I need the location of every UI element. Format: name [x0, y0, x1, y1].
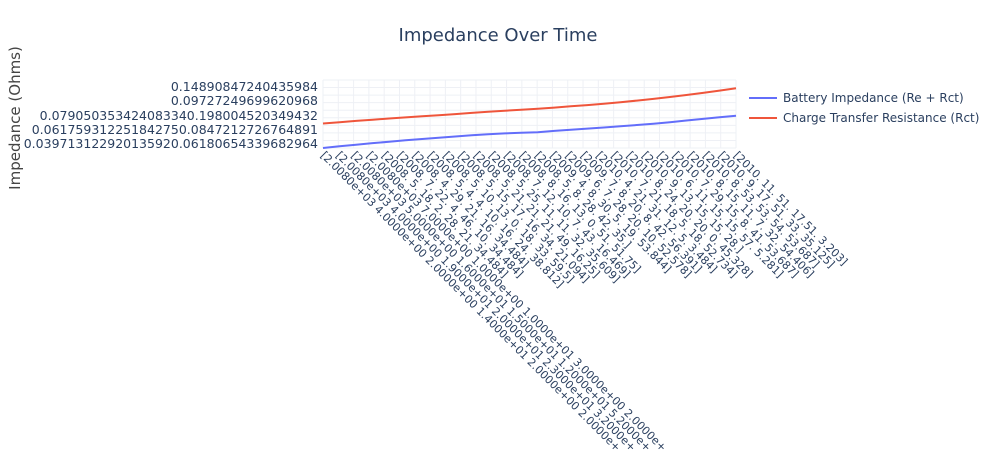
- legend-item[interactable]: Charge Transfer Resistance (Rct): [749, 111, 979, 125]
- y-tick-label: 0.039713122920135920.06180654339682964: [24, 136, 318, 151]
- y-tick-label: 0.079050353424083340.198004520349432: [40, 108, 318, 123]
- y-tick-label: 0.14890847240435984: [171, 79, 318, 94]
- series-layer: [322, 87, 737, 149]
- y-tick-label: 0.09727249699620968: [171, 93, 318, 108]
- y-tick-labels: 0.148908472404359840.097272496996209680.…: [24, 79, 318, 151]
- series-line: [322, 87, 737, 125]
- legend-label: Battery Impedance (Re + Rct): [783, 91, 964, 105]
- legend-label: Charge Transfer Resistance (Rct): [783, 111, 979, 125]
- chart-title: Impedance Over Time: [399, 25, 598, 46]
- y-tick-label: 0.061759312251842750.0847212726764891: [32, 122, 318, 137]
- series-line: [322, 114, 737, 149]
- y-axis-label: Impedance (Ohms): [6, 46, 24, 190]
- legend[interactable]: Battery Impedance (Re + Rct) Charge Trans…: [749, 91, 979, 125]
- legend-item[interactable]: Battery Impedance (Re + Rct): [749, 91, 964, 105]
